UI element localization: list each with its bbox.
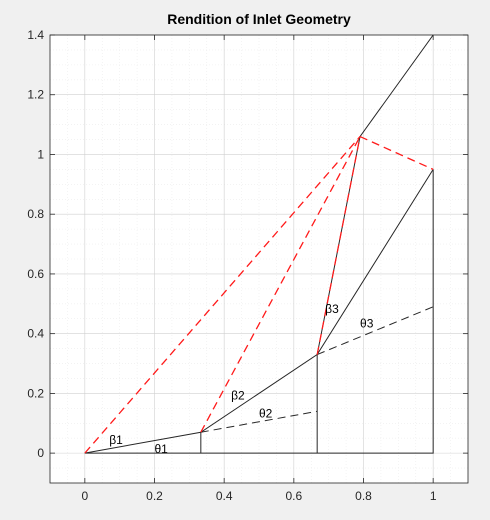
x-tick-label: 0.8 <box>355 489 372 503</box>
y-tick-label: 0.4 <box>27 327 44 341</box>
black-dashed-line-5 <box>200 410 318 433</box>
x-tick-label: 1 <box>430 489 437 503</box>
y-tick-label: 1.4 <box>27 28 44 42</box>
x-tick-label: 0.6 <box>285 489 302 503</box>
red-dashed-line-9 <box>316 136 361 355</box>
x-tick-label: 0.2 <box>146 489 163 503</box>
x-tick-label: 0.4 <box>216 489 233 503</box>
black-dashed-line-6 <box>316 306 434 356</box>
series-layer <box>84 35 434 454</box>
tick-labels: 0 0.2 0.4 0.6 0.8 1 0 0.2 0.4 0.6 0.8 1 1.2 1.4 <box>27 28 437 503</box>
red-dashed-line-8 <box>200 136 361 433</box>
red-dashed-line-10 <box>359 135 434 170</box>
black-solid-line-0 <box>84 169 434 454</box>
minor-grid <box>49 35 469 484</box>
y-tick-label: 0 <box>37 446 44 460</box>
annotation-label: β3 <box>325 302 339 316</box>
y-tick-label: 1 <box>37 147 44 161</box>
x-tick-label: 0 <box>81 489 88 503</box>
annotation-label: θ2 <box>259 406 273 420</box>
y-tick-label: 0.2 <box>27 386 44 400</box>
y-tick-label: 0.6 <box>27 267 44 281</box>
annotation-label: β1 <box>109 433 123 447</box>
red-dashed-line-7 <box>84 136 361 454</box>
tick-marks <box>50 34 468 483</box>
y-tick-label: 1.2 <box>27 88 44 102</box>
axes-box <box>49 34 469 484</box>
annotation-label: β2 <box>231 388 245 402</box>
annotations: β1 θ1 β2 θ2 β3 θ3 <box>109 302 373 456</box>
annotation-label: θ1 <box>155 442 169 456</box>
y-tick-label: 0.8 <box>27 207 44 221</box>
chart-title: Rendition of Inlet Geometry <box>167 11 351 27</box>
annotation-label: θ3 <box>360 317 374 331</box>
